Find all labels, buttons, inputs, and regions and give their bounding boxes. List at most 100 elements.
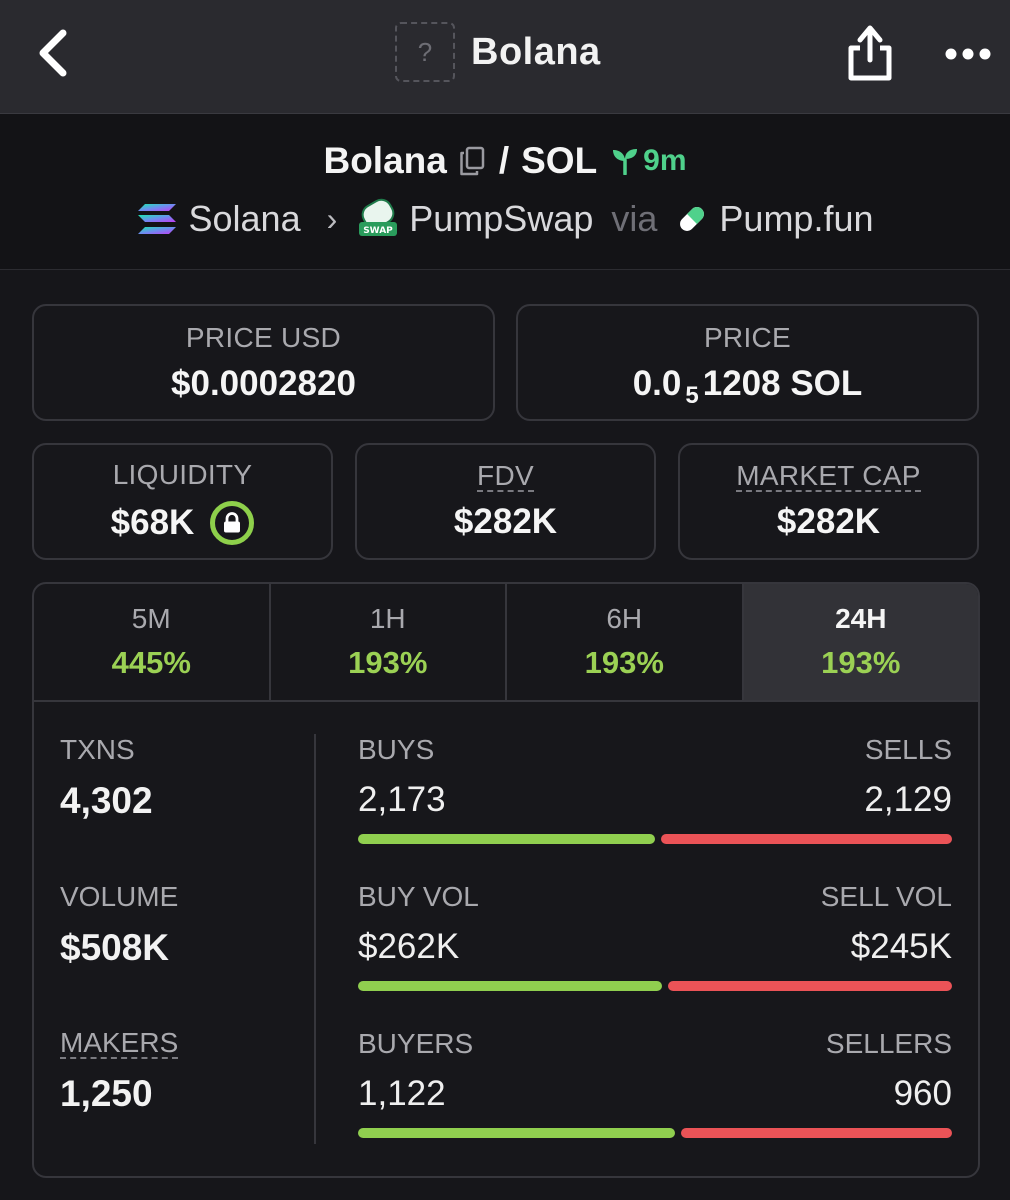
market-cap-label[interactable]: MARKET CAP — [736, 459, 921, 493]
placeholder-question-mark: ? — [417, 36, 433, 67]
sell-vol-value: $245K — [850, 927, 952, 966]
tab-label: 5M — [131, 603, 171, 634]
buy-vol-label: BUY VOL — [358, 881, 479, 912]
chevron-right-icon: › — [326, 200, 338, 237]
makers-value: 1,250 — [60, 1073, 153, 1115]
tab-label: 1H — [369, 603, 406, 634]
column-divider — [314, 734, 316, 1144]
volume-metric: VOLUME $508K — [60, 881, 310, 1028]
pair-separator: / — [498, 140, 510, 181]
market-cap-box: MARKET CAP $282K — [678, 443, 979, 560]
solana-icon — [137, 202, 177, 236]
tab-change-value: 193% — [348, 645, 428, 680]
tab-change-value: 193% — [584, 645, 664, 680]
pair-source-line: Solana › SWAP PumpSwap via Pump.fun — [0, 194, 1010, 244]
base-token-name: Bolana — [323, 140, 447, 181]
summary-column: TXNS 4,302 VOLUME $508K MAKERS 1,250 — [60, 734, 310, 1175]
sellers-value: 960 — [893, 1074, 952, 1113]
tab-1h[interactable]: 1H 193% — [271, 584, 507, 700]
stats-panel: 5M 445% 1H 193% 6H 193% 24H 193% TXNS 4,… — [32, 582, 980, 1178]
buys-sells-bar — [358, 834, 952, 844]
price-native-value: 0.0 5 1208 SOL — [632, 363, 863, 409]
buys-sells-row: BUYS SELLS 2,173 2,129 — [358, 734, 952, 881]
market-cap-value: $282K — [776, 502, 881, 542]
txns-metric: TXNS 4,302 — [60, 734, 310, 881]
price-native-prefix: 0.0 — [632, 363, 682, 403]
back-button[interactable] — [30, 28, 74, 78]
makers-label[interactable]: MAKERS — [60, 1027, 179, 1060]
buyers-label: BUYERS — [358, 1028, 474, 1059]
dex-name[interactable]: PumpSwap — [409, 198, 594, 239]
buy-sell-volume-bar — [358, 981, 952, 991]
price-native-zero-count: 5 — [685, 381, 699, 409]
launchpad-name[interactable]: Pump.fun — [719, 198, 874, 239]
tab-label: 24H — [835, 603, 887, 634]
pair-age-badge: 9m — [611, 144, 687, 178]
lock-icon[interactable] — [210, 500, 255, 545]
buys-label: BUYS — [358, 734, 435, 765]
tab-24h[interactable]: 24H 193% — [743, 584, 978, 700]
buy-vol-value: $262K — [358, 927, 460, 966]
tab-change-value: 445% — [111, 645, 191, 680]
sells-value: 2,129 — [864, 780, 952, 819]
liquidity-value: $68K — [110, 502, 195, 542]
tab-6h[interactable]: 6H 193% — [507, 584, 744, 700]
sprout-icon — [613, 149, 638, 175]
nav-title-group: ? Bolana — [395, 22, 601, 82]
timeframe-tabs: 5M 445% 1H 193% 6H 193% 24H 193% — [34, 584, 978, 702]
sell-bar-segment — [668, 981, 952, 991]
pill-icon — [675, 202, 709, 236]
token-image-placeholder: ? — [395, 22, 455, 82]
fdv-label[interactable]: FDV — [477, 459, 534, 493]
volume-label: VOLUME — [60, 881, 179, 912]
buyers-value: 1,122 — [358, 1074, 446, 1113]
top-nav-bar: ? Bolana — [0, 0, 1010, 114]
tab-5m[interactable]: 5M 445% — [34, 584, 271, 700]
pair-header — [0, 114, 1010, 270]
tab-label: 6H — [606, 603, 643, 634]
tab-change-value: 193% — [821, 645, 901, 680]
sellers-label: SELLERS — [825, 1028, 952, 1059]
price-native-box: PRICE 0.0 5 1208 SOL — [516, 304, 979, 421]
more-button[interactable] — [940, 34, 996, 74]
sell-bar-segment — [681, 1128, 952, 1138]
liquidity-label: LIQUIDITY — [112, 458, 253, 490]
buy-bar-segment — [358, 1128, 675, 1138]
buy-sell-column: BUYS SELLS 2,173 2,129 BUY VOL SELL VOL … — [358, 734, 952, 1175]
copy-icon[interactable] — [459, 146, 485, 176]
price-native-suffix: 1208 SOL — [702, 363, 863, 403]
buys-value: 2,173 — [358, 780, 446, 819]
price-usd-box: PRICE USD $0.0002820 — [32, 304, 495, 421]
pumpswap-icon-text: SWAP — [363, 226, 393, 236]
pair-name-line: Bolana / SOL 9m — [0, 136, 1010, 186]
buyers-sellers-bar — [358, 1128, 952, 1138]
more-horizontal-icon — [945, 48, 991, 60]
nav-title: Bolana — [471, 30, 601, 73]
txns-value: 4,302 — [60, 780, 153, 821]
liquidity-value-row: $68K — [110, 500, 255, 545]
chevron-left-icon — [39, 29, 67, 77]
makers-metric: MAKERS 1,250 — [60, 1028, 310, 1175]
price-native-label: PRICE — [703, 321, 792, 353]
via-label: via — [611, 198, 658, 239]
buy-sell-volume-row: BUY VOL SELL VOL $262K $245K — [358, 881, 952, 1028]
volume-value: $508K — [60, 927, 170, 968]
price-usd-value: $0.0002820 — [171, 363, 356, 403]
fdv-value: $282K — [453, 502, 558, 542]
chain-name[interactable]: Solana — [188, 198, 301, 239]
sell-vol-label: SELL VOL — [820, 881, 952, 912]
buy-bar-segment — [358, 981, 662, 991]
share-button[interactable] — [842, 20, 898, 86]
price-usd-label: PRICE USD — [185, 321, 342, 353]
buyers-sellers-row: BUYERS SELLERS 1,122 960 — [358, 1028, 952, 1175]
pair-age-text: 9m — [643, 144, 687, 177]
pumpswap-icon: SWAP — [357, 198, 399, 240]
fdv-box: FDV $282K — [355, 443, 656, 560]
quote-token-name: SOL — [521, 140, 598, 181]
share-icon — [848, 25, 892, 81]
buy-bar-segment — [358, 834, 655, 844]
liquidity-box: LIQUIDITY $68K — [32, 443, 333, 560]
sell-bar-segment — [661, 834, 952, 844]
sells-label: SELLS — [864, 734, 952, 765]
txns-label: TXNS — [60, 734, 135, 765]
